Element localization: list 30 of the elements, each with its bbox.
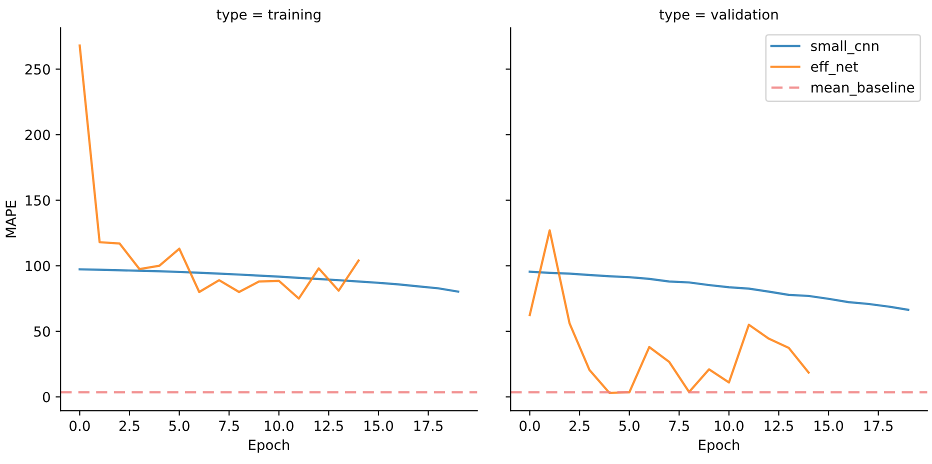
y-axis-title: MAPE	[6, 200, 16, 238]
chart-title: type = validation	[659, 8, 778, 22]
x-tick-label: 17.5	[864, 420, 893, 432]
y-tick-label: 100	[26, 260, 50, 272]
x-tick-label: 12.5	[764, 420, 793, 432]
x-tick-label: 17.5	[414, 420, 443, 432]
x-tick-label: 10.0	[264, 420, 294, 432]
x-tick-label: 15.0	[364, 420, 394, 432]
x-tick-label: 0.0	[520, 420, 540, 432]
y-tick-label: 200	[25, 130, 50, 140]
x-tick-label: 2.5	[570, 420, 590, 432]
x-tick-label: 5.0	[619, 420, 640, 432]
legend-label: mean_baseline	[812, 82, 914, 96]
y-tick-label: 50	[34, 326, 50, 337]
x-tick-label: 2.5	[119, 420, 140, 432]
x-tick-label: 0.0	[70, 420, 90, 432]
chart-title: type = training	[216, 8, 320, 22]
y-tick-label: 150	[26, 195, 50, 206]
x-axis-title: Epoch	[249, 439, 290, 453]
x-tick-label: 10.0	[715, 420, 744, 432]
legend-label: eff_net	[811, 61, 858, 75]
y-tick-label: 0	[42, 392, 50, 402]
x-axis-title: Epoch	[699, 439, 740, 453]
legend-label: small_cnn	[811, 40, 878, 54]
x-tick-label: 5.0	[169, 420, 190, 432]
x-tick-label: 15.0	[814, 420, 844, 432]
x-tick-label: 7.5	[669, 420, 689, 432]
x-tick-label: 12.5	[314, 420, 343, 432]
y-tick-label: 250	[25, 64, 50, 75]
x-tick-label: 7.5	[219, 420, 239, 432]
